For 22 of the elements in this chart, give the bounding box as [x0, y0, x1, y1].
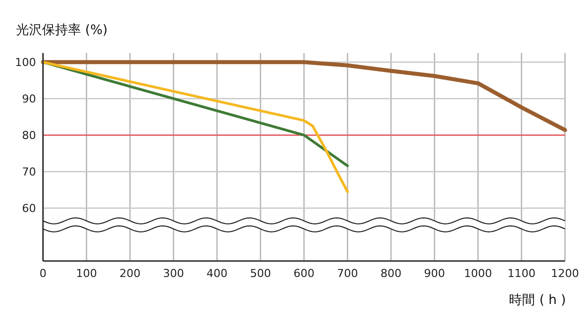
x-tick-label: 600 [294, 267, 314, 280]
x-tick-label: 1000 [464, 267, 492, 280]
x-tick-label: 200 [120, 267, 140, 280]
x-tick-label: 800 [380, 267, 402, 280]
x-tick-label: 500 [250, 267, 271, 280]
y-tick-label: 60 [22, 202, 36, 216]
x-tick-label: 700 [337, 267, 358, 280]
x-tick-label: 300 [163, 267, 184, 280]
line-series [41, 60, 567, 132]
x-tick-label: 400 [206, 267, 228, 280]
y-axis-title: 光沢保持率 (%) [16, 22, 108, 38]
y-tick-label: 90 [22, 92, 36, 106]
line-series [42, 60, 349, 193]
y-tick-label: 70 [22, 166, 36, 179]
y-tick-label: 80 [22, 129, 36, 142]
x-tick-label: 1100 [508, 267, 536, 280]
x-tick-label: 1200 [551, 267, 579, 280]
y-tick-label: 100 [15, 56, 36, 70]
x-tick-label: 900 [424, 267, 445, 280]
x-tick-label: 100 [76, 267, 97, 280]
x-tick-label: 0 [40, 267, 46, 280]
x-axis-title: 時間 ( h ) [509, 293, 566, 308]
